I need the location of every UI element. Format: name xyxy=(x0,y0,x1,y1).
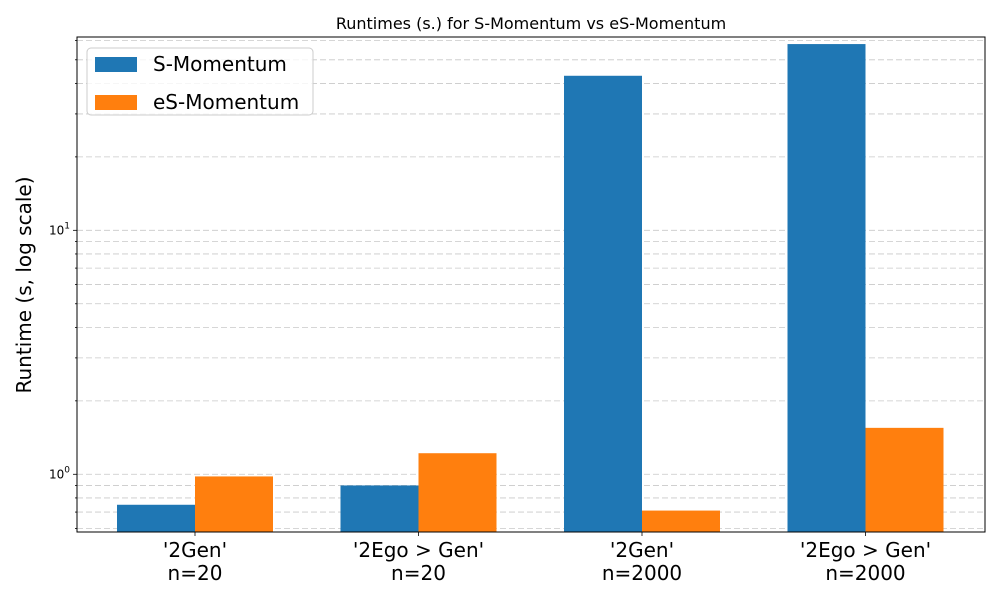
bar-es-momentum-0 xyxy=(195,476,273,532)
legend: S-Momentum eS-Momentum xyxy=(86,47,314,116)
bar-es-momentum-3 xyxy=(865,427,944,532)
legend-swatch xyxy=(95,95,137,110)
x-tick-label: '2Ego > Gen' n=20 xyxy=(353,538,484,585)
legend-label: eS-Momentum xyxy=(153,90,299,114)
bar-s-momentum-2 xyxy=(564,75,642,533)
axes-layer xyxy=(73,36,986,536)
bar-es-momentum-1 xyxy=(418,453,497,532)
y-axis-label: Runtime (s, log scale) xyxy=(12,176,36,393)
bar-s-momentum-0 xyxy=(117,504,195,532)
legend-box xyxy=(86,47,314,116)
x-tick-label: '2Gen' n=2000 xyxy=(602,538,682,585)
labels-layer: '2Gen' n=20 '2Ego > Gen' n=20 '2Gen' n=2000 '2… xyxy=(49,221,931,585)
legend-label: S-Momentum xyxy=(153,52,287,76)
legend-swatch xyxy=(95,57,137,72)
bar-s-momentum-3 xyxy=(787,44,866,532)
plot-frame xyxy=(76,36,986,533)
bar-s-momentum-1 xyxy=(340,485,419,532)
x-tick-label: '2Gen' n=20 xyxy=(163,538,227,585)
bars-layer xyxy=(117,44,944,533)
chart-title: Runtimes (s.) for S-Momentum vs eS-Momen… xyxy=(336,14,726,33)
x-tick-label: '2Ego > Gen' n=2000 xyxy=(800,538,931,585)
y-tick-label: 101 xyxy=(49,221,70,237)
y-tick-label: 100 xyxy=(49,465,70,481)
bar-es-momentum-2 xyxy=(642,510,720,532)
